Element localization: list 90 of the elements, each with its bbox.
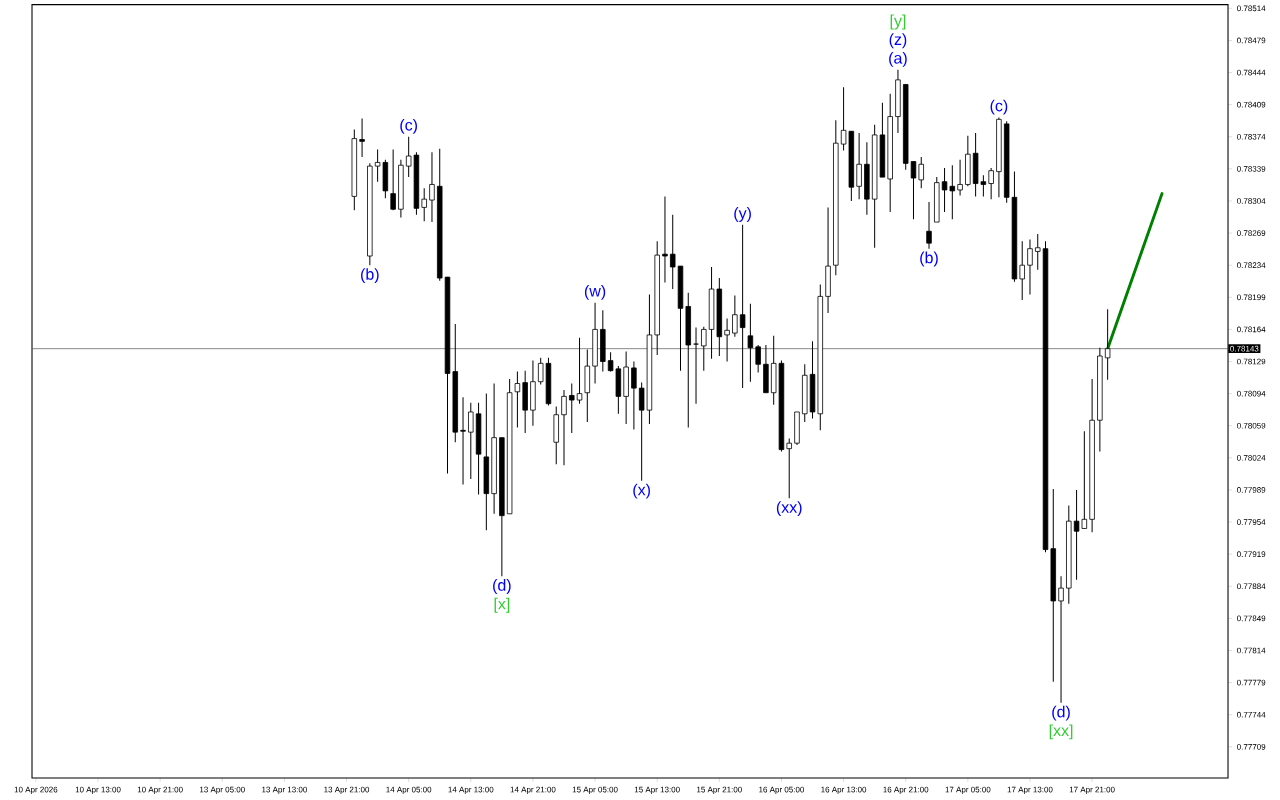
y-tick-label: 0.77954 — [1237, 519, 1266, 525]
y-tick-label: 0.77989 — [1237, 487, 1266, 493]
y-tick-label: 0.78269 — [1237, 230, 1266, 236]
candlestick — [429, 151, 435, 223]
candlestick — [957, 159, 963, 196]
candlestick — [701, 326, 707, 372]
y-tick-label: 0.78199 — [1237, 294, 1266, 301]
candlestick — [1035, 233, 1041, 271]
y-tick-label: 0.78479 — [1237, 37, 1266, 44]
y-tick-label: 0.78129 — [1237, 358, 1266, 365]
candlestick — [755, 344, 761, 374]
candlestick — [1019, 240, 1025, 301]
annotation: (xx) — [776, 501, 802, 517]
candlestick — [693, 327, 699, 405]
x-tick-label: 17 Apr 13:00 — [1007, 786, 1053, 794]
candlestick — [421, 187, 427, 222]
x-tick-label: 15 Apr 13:00 — [634, 786, 680, 794]
candlestick — [739, 224, 746, 389]
candlestick — [631, 361, 637, 430]
y-tick-label: 0.78059 — [1237, 422, 1266, 429]
x-tick-label: 16 Apr 05:00 — [759, 786, 805, 794]
y-tick-label: 0.78164 — [1237, 326, 1266, 333]
y-tick-label: 0.78234 — [1237, 262, 1266, 269]
candlestick — [468, 402, 474, 480]
candlestick — [1104, 308, 1111, 381]
candlestick — [561, 389, 567, 466]
candlestick — [390, 149, 396, 211]
y-tick-label: 0.78514 — [1237, 5, 1266, 12]
y-tick-label: 0.77849 — [1237, 615, 1266, 622]
annotation: (d) — [493, 579, 511, 595]
candlestick — [918, 156, 924, 189]
y-tick-label: 0.77884 — [1237, 583, 1266, 590]
x-tick-label: 17 Apr 21:00 — [1069, 786, 1115, 794]
candlestick — [576, 337, 583, 405]
candlestick — [1027, 239, 1033, 296]
y-tick-label: 0.78409 — [1237, 101, 1266, 108]
y-tick-label: 0.77709 — [1237, 743, 1266, 750]
x-tick-label: 13 Apr 13:00 — [262, 786, 307, 794]
annotation: (c) — [990, 99, 1008, 115]
x-tick-label: 14 Apr 21:00 — [510, 786, 556, 794]
y-tick-label: 0.78094 — [1237, 390, 1266, 397]
annotation: [xx] — [1049, 724, 1073, 740]
y-tick-label: 0.77814 — [1237, 647, 1266, 654]
candlestick — [569, 383, 575, 434]
candlestick — [856, 132, 862, 200]
x-tick-label: 16 Apr 13:00 — [821, 786, 867, 794]
y-tick-label: 0.78339 — [1237, 166, 1266, 172]
annotation: (w) — [584, 284, 606, 300]
x-tick-label: 17 Apr 05:00 — [945, 786, 991, 794]
x-tick-label: 10 Apr 13:00 — [75, 786, 121, 794]
candlestick — [662, 195, 668, 284]
annotation: (b) — [361, 268, 379, 284]
candlestick — [514, 371, 521, 429]
annotation: [y] — [890, 14, 906, 30]
y-tick-label: 0.78444 — [1237, 69, 1266, 76]
candlestick — [724, 317, 730, 363]
y-tick-label: 0.78374 — [1237, 133, 1266, 140]
annotation: (x) — [633, 483, 650, 499]
x-tick-label: 10 Apr 2026 — [14, 786, 58, 794]
x-tick-label: 14 Apr 13:00 — [448, 786, 494, 794]
x-tick-label: 16 Apr 21:00 — [883, 786, 929, 794]
y-tick-label: 0.77919 — [1237, 551, 1266, 557]
candlestick — [910, 161, 917, 220]
candlestick — [786, 438, 792, 499]
candlestick — [359, 117, 365, 158]
x-tick-label: 10 Apr 21:00 — [137, 786, 183, 794]
candlestick — [1058, 575, 1064, 704]
candlestick — [460, 396, 466, 485]
annotation: (a) — [889, 51, 907, 67]
y-tick-label: 0.77744 — [1237, 711, 1266, 718]
x-tick-label: 13 Apr 05:00 — [199, 786, 245, 794]
x-tick-label: 13 Apr 21:00 — [324, 786, 370, 794]
x-tick-label: 14 Apr 05:00 — [386, 786, 432, 794]
candlestick — [732, 294, 738, 338]
ref-line-label: 0.78143 — [1230, 345, 1259, 352]
x-tick-label: 15 Apr 21:00 — [697, 786, 742, 794]
candlestick — [988, 167, 994, 200]
annotation: (c) — [400, 118, 417, 134]
annotation: (d) — [1052, 705, 1070, 721]
annotation: (y) — [734, 206, 751, 222]
annotation: (z) — [889, 33, 907, 49]
annotation: [x] — [494, 597, 510, 613]
candlestick — [669, 214, 676, 290]
annotation: (b) — [920, 251, 938, 267]
y-tick-label: 0.78304 — [1237, 198, 1266, 204]
y-tick-label: 0.78024 — [1237, 455, 1266, 461]
candlestick — [747, 303, 754, 383]
candlestick — [926, 201, 932, 250]
x-tick-label: 15 Apr 05:00 — [572, 786, 618, 794]
y-tick-label: 0.77779 — [1237, 679, 1266, 686]
